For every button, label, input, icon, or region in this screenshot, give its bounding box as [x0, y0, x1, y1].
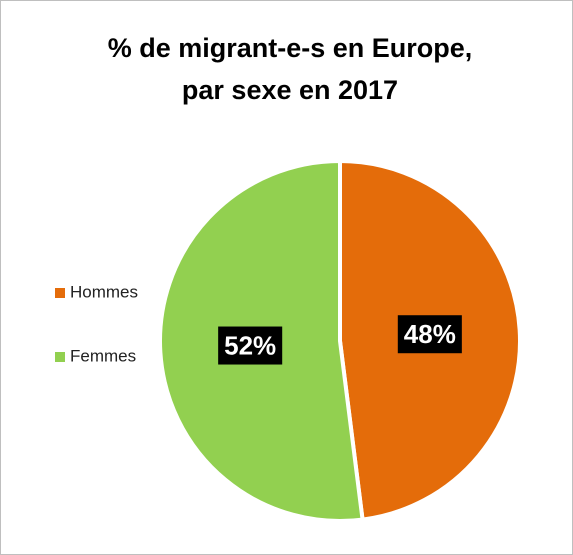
- legend-label: Femmes: [70, 346, 136, 365]
- chart-title: par sexe en 2017: [182, 75, 398, 105]
- value-label: 48%: [404, 319, 456, 349]
- value-label-box: [397, 315, 462, 354]
- chart-title: % de migrant-e-s en Europe,: [108, 33, 473, 63]
- legend-swatch: [55, 288, 65, 298]
- value-label-box: [218, 326, 283, 365]
- value-label: 52%: [224, 331, 276, 361]
- legend-swatch: [55, 352, 65, 362]
- legend-label: Hommes: [70, 282, 138, 301]
